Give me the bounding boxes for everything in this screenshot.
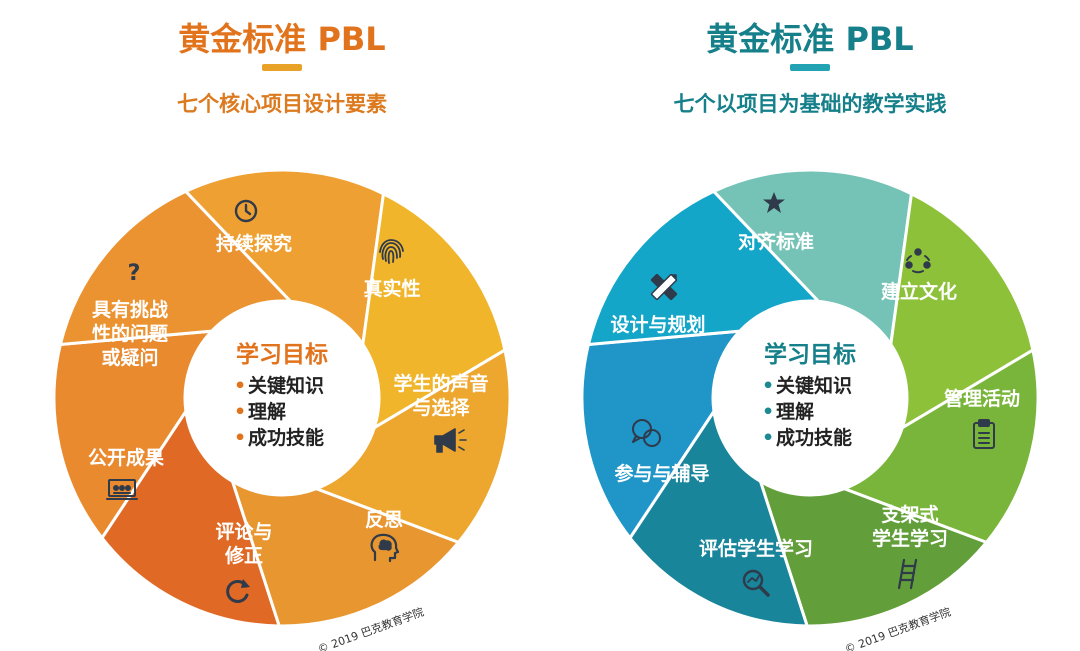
left-seg7-line3: 或疑问 <box>101 346 158 369</box>
right-segment-label-5: 评估学生学习 <box>699 537 813 560</box>
left-seg2-line1: 真实性 <box>363 277 420 300</box>
left-subtitle: 七个核心项目设计要素 <box>177 92 387 116</box>
clipboard-icon <box>973 419 995 449</box>
left-segment-label-4: 反思 <box>365 509 403 531</box>
right-segment-label-6: 参与与辅导 <box>614 462 709 485</box>
star-icon <box>763 192 785 213</box>
right-subtitle: 七个以项目为基础的教学实践 <box>674 92 947 116</box>
left-segment-label-2: 真实性 <box>363 277 420 300</box>
right-bullet-1: • <box>762 375 774 397</box>
left-center-title: 学习目标 <box>236 341 328 368</box>
right-wheel: 学习目标 • 关键知识 • 理解 • 成功技能 对齐标准 建立文化 管理活动 支… <box>580 168 1040 651</box>
megaphone-icon <box>434 428 467 453</box>
left-segment-label-7: 具有挑战 性的问题 或疑问 <box>92 298 168 369</box>
right-seg1-line1: 对齐标准 <box>738 230 814 253</box>
left-segment-label-3: 学生的声音 与选择 <box>393 372 488 419</box>
right-header: 黄金标准 PBL 七个以项目为基础的教学实践 <box>674 20 947 116</box>
left-seg5-line2: 修正 <box>224 544 263 567</box>
right-segment-label-1: 对齐标准 <box>738 230 814 253</box>
right-seg5-line1: 评估学生学习 <box>699 537 813 560</box>
right-segment-label-4: 支架式 学生学习 <box>872 503 948 550</box>
left-seg3-line1: 学生的声音 <box>393 372 488 395</box>
left-center-disc <box>185 301 379 495</box>
magnifier-icon <box>742 569 770 597</box>
right-title-underline <box>790 64 830 71</box>
presentation-icon <box>106 479 138 500</box>
right-title: 黄金标准 PBL <box>706 20 913 58</box>
left-segment-label-5: 评论与 修正 <box>215 520 272 567</box>
right-bullet-2: • <box>762 401 774 423</box>
right-center-item-3: 成功技能 <box>776 426 852 449</box>
right-center-disc <box>713 301 907 495</box>
left-segment-label-1: 持续探究 <box>216 232 292 255</box>
left-title-underline <box>262 64 302 71</box>
right-segments <box>580 168 1040 628</box>
pencil-ruler-icon <box>650 273 678 301</box>
left-bullet-2: • <box>234 401 246 423</box>
ladder-icon <box>897 558 918 590</box>
left-center: 学习目标 • 关键知识 • 理解 • 成功技能 <box>234 341 328 449</box>
left-seg7-line1: 具有挑战 <box>92 298 168 321</box>
clock-icon <box>234 199 258 223</box>
right-segment-label-7: 设计与规划 <box>610 313 705 336</box>
right-center-item-2: 理解 <box>776 400 814 423</box>
left-center-item-2: 理解 <box>248 400 286 423</box>
right-seg7-line1: 设计与规划 <box>610 313 705 336</box>
left-center-item-3: 成功技能 <box>248 426 324 449</box>
left-center-item-1: 关键知识 <box>248 374 324 397</box>
right-seg4-line1: 支架式 <box>880 503 938 526</box>
chat-bubbles-icon <box>632 419 661 447</box>
left-seg5-line1: 评论与 <box>215 520 272 543</box>
left-seg1-line1: 持续探究 <box>216 232 292 255</box>
question-icon: ? <box>128 261 141 286</box>
right-seg2-line1: 建立文化 <box>881 280 957 303</box>
head-cloud-icon <box>370 533 400 563</box>
left-bullet-3: • <box>234 427 246 449</box>
left-title: 黄金标准 PBL <box>178 20 385 58</box>
fingerprint-icon <box>379 239 404 264</box>
right-seg6-line1: 参与与辅导 <box>614 462 709 485</box>
left-header: 黄金标准 PBL 七个核心项目设计要素 <box>177 20 387 116</box>
right-seg4-line2: 学生学习 <box>872 527 948 550</box>
people-circle-icon <box>905 248 931 274</box>
refresh-icon <box>226 579 250 603</box>
left-seg3-line2: 与选择 <box>412 397 470 419</box>
right-segment-label-3: 管理活动 <box>944 387 1020 410</box>
left-seg4-line1: 反思 <box>365 509 403 531</box>
right-segment-label-2: 建立文化 <box>881 280 957 303</box>
left-seg6-line1: 公开成果 <box>88 446 164 469</box>
svg-text:?: ? <box>128 261 141 286</box>
right-bullet-3: • <box>762 427 774 449</box>
right-center-title: 学习目标 <box>764 341 856 368</box>
left-bullet-1: • <box>234 375 246 397</box>
left-seg7-line2: 性的问题 <box>92 322 168 345</box>
right-seg3-line1: 管理活动 <box>944 387 1020 410</box>
left-segment-label-6: 公开成果 <box>88 446 164 469</box>
right-center: 学习目标 • 关键知识 • 理解 • 成功技能 <box>762 341 856 449</box>
left-wheel: 学习目标 • 关键知识 • 理解 • 成功技能 持续探究 真实性 学生的声音 与… <box>52 168 512 651</box>
right-center-item-1: 关键知识 <box>776 374 852 397</box>
